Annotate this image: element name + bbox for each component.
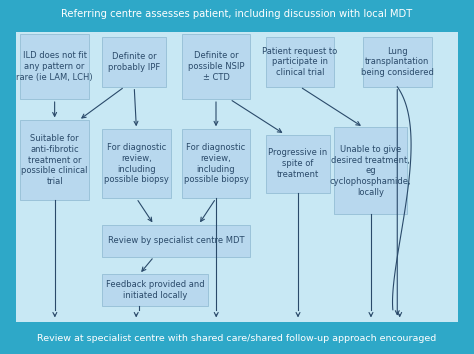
Text: Review by specialist centre MDT: Review by specialist centre MDT <box>108 236 245 245</box>
Text: ILD does not fit
any pattern or
rare (ie LAM, LCH): ILD does not fit any pattern or rare (ie… <box>16 51 93 82</box>
FancyBboxPatch shape <box>102 274 208 306</box>
FancyBboxPatch shape <box>102 129 171 198</box>
Text: Feedback provided and
initiated locally: Feedback provided and initiated locally <box>106 280 204 300</box>
Text: Progressive in
spite of
treatment: Progressive in spite of treatment <box>268 148 328 179</box>
Text: Definite or
possible NSIP
± CTD: Definite or possible NSIP ± CTD <box>188 51 244 82</box>
FancyBboxPatch shape <box>16 32 458 322</box>
Text: Lung
transplantation
being considered: Lung transplantation being considered <box>361 47 434 77</box>
Text: For diagnostic
review,
including
possible biopsy: For diagnostic review, including possibl… <box>104 143 169 184</box>
FancyBboxPatch shape <box>334 127 407 214</box>
FancyBboxPatch shape <box>182 34 250 99</box>
FancyBboxPatch shape <box>102 37 166 87</box>
Text: For diagnostic
review,
including
possible biopsy: For diagnostic review, including possibl… <box>183 143 248 184</box>
Text: Review at specialist centre with shared care/shared follow-up approach encourage: Review at specialist centre with shared … <box>37 333 437 343</box>
FancyBboxPatch shape <box>266 135 330 193</box>
FancyBboxPatch shape <box>20 120 89 200</box>
Text: Definite or
probably IPF: Definite or probably IPF <box>108 52 160 72</box>
Text: Suitable for
anti-fibrotic
treatment or
possible clinical
trial: Suitable for anti-fibrotic treatment or … <box>21 134 88 186</box>
FancyBboxPatch shape <box>266 37 334 87</box>
Text: Unable to give
desired treatment,
eg
cyclophosphamide,
locally: Unable to give desired treatment, eg cyc… <box>330 145 411 197</box>
FancyBboxPatch shape <box>182 129 250 198</box>
Text: Referring centre assesses patient, including discussion with local MDT: Referring centre assesses patient, inclu… <box>61 9 413 19</box>
Text: Patient request to
participate in
clinical trial: Patient request to participate in clinic… <box>263 47 337 77</box>
FancyBboxPatch shape <box>20 34 89 99</box>
FancyBboxPatch shape <box>363 37 431 87</box>
FancyBboxPatch shape <box>102 225 250 257</box>
